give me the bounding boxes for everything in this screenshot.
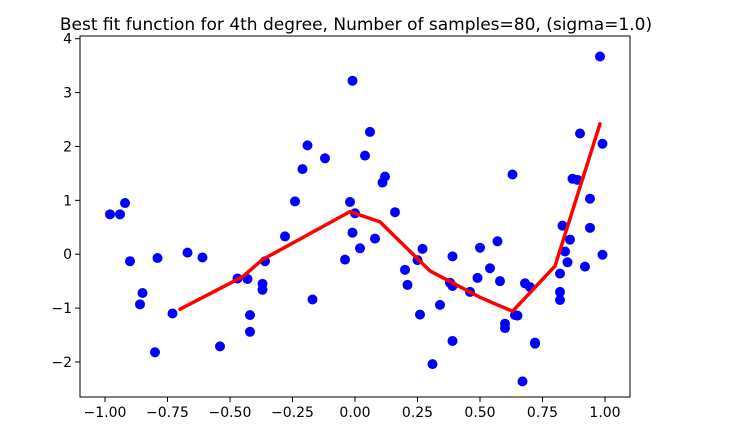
scatter-point [597, 249, 608, 260]
scatter-point [135, 299, 145, 310]
chart-title: Best fit function for 4th degree, Number… [60, 15, 652, 35]
x-tick-label: −1.00 [84, 405, 127, 421]
x-tick-label: 0.25 [402, 405, 433, 421]
scatter-point [137, 288, 148, 299]
scatter-point [380, 171, 390, 182]
scatter-point [345, 196, 355, 207]
scatter-point [595, 51, 605, 62]
scatter-point [257, 278, 268, 289]
scatter-point [530, 338, 540, 349]
scatter-point [290, 196, 300, 207]
y-tick-label: 3 [63, 86, 72, 102]
scatter-point [555, 295, 565, 306]
scatter-point [347, 75, 358, 86]
scatter-point [297, 164, 308, 175]
scatter-point [415, 309, 425, 320]
y-tick-label: 2 [63, 139, 72, 155]
scatter-point [435, 299, 445, 310]
scatter-point [517, 376, 528, 387]
y-tick-label: −1 [51, 301, 72, 317]
scatter-point [565, 234, 575, 245]
x-tick-label: 0.00 [339, 405, 370, 421]
scatter-point [370, 233, 380, 244]
scatter-point [580, 261, 590, 272]
x-tick-label: −0.25 [271, 405, 314, 421]
plot-frame [79, 35, 631, 398]
scatter-point [472, 272, 483, 283]
scatter-point [340, 254, 350, 265]
axes: −1.00 −0.75 −0.50 −0.25 0.00 0.25 0.50 0.75 1.00… [51, 32, 620, 421]
scatter-point [182, 247, 193, 258]
scatter-point [557, 220, 568, 231]
scatter-point [585, 222, 595, 233]
y-tick-label: −2 [51, 355, 72, 371]
scatter-point [560, 246, 570, 257]
y-tick-label: 1 [63, 193, 72, 209]
fit-line [178, 122, 602, 314]
scatter-point [402, 279, 413, 290]
scatter-point [485, 263, 495, 274]
scatter-point [320, 153, 330, 164]
x-tick-label: 1.00 [589, 405, 620, 421]
x-tick-label: 0.75 [527, 405, 558, 421]
scatter-point [575, 128, 585, 139]
scatter-point [447, 251, 458, 262]
x-tick-label: −0.75 [146, 405, 189, 421]
scatter-point [115, 209, 125, 220]
scatter-point [150, 347, 160, 358]
scatter-point [120, 198, 130, 209]
scatter-point [475, 242, 485, 253]
scatter-point [492, 236, 503, 247]
scatter-point [447, 335, 458, 346]
scatter-point [512, 310, 523, 321]
scatter-point [365, 126, 375, 137]
scatter-point [347, 227, 358, 238]
scatter-point [555, 286, 565, 297]
scatter-point [215, 341, 225, 352]
scatter-point [567, 173, 578, 184]
y-tick-label: 0 [63, 247, 72, 263]
scatter-point [417, 243, 428, 254]
scatter-point [302, 140, 313, 151]
scatter-point [562, 257, 573, 268]
x-tick-label: 0.50 [464, 405, 495, 421]
scatter-point [495, 276, 505, 287]
scatter-point [500, 323, 510, 334]
x-tick-label: −0.50 [209, 405, 252, 421]
scatter-point [427, 359, 438, 370]
scatter-point [167, 308, 178, 319]
scatter-point [280, 231, 290, 242]
scatter-point [307, 294, 318, 305]
scatter-point [245, 310, 255, 321]
scatter-point [597, 138, 608, 149]
scatter-point [197, 252, 208, 263]
scatter-point [390, 207, 400, 218]
scatter-point [400, 264, 410, 275]
scatter-point [360, 150, 370, 161]
scatter-point [555, 268, 565, 279]
scatter-point [507, 169, 518, 180]
scatter-point [152, 252, 163, 263]
scatter-point [355, 243, 365, 254]
scatter-point [125, 256, 135, 267]
scatter-point [585, 193, 595, 204]
y-tick-label: 4 [63, 32, 72, 48]
scatter-point [245, 326, 255, 337]
plot-marks [105, 51, 608, 387]
scatter-point [105, 209, 115, 220]
